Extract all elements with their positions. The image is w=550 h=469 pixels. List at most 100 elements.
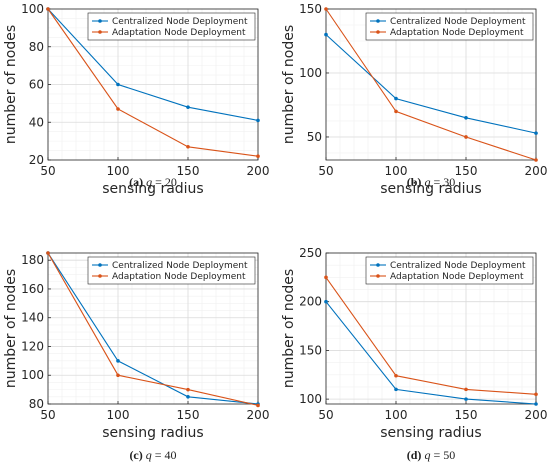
legend-label: Adaptation Node Deployment <box>112 272 246 282</box>
y-tick-label: 50 <box>307 130 322 144</box>
x-tick-label: 100 <box>107 408 130 422</box>
y-axis-label: number of nodes <box>281 269 297 388</box>
data-point <box>394 373 398 378</box>
x-tick-label: 100 <box>385 408 408 422</box>
data-point <box>534 131 538 135</box>
axes-box <box>325 252 537 405</box>
y-tick-label: 80 <box>29 40 44 54</box>
legend-swatch-marker <box>376 274 380 278</box>
data-point <box>394 96 398 101</box>
caption-value: = 30 <box>430 175 455 189</box>
data-point <box>186 387 190 392</box>
x-tick-label: 150 <box>455 408 478 422</box>
y-tick-label: 150 <box>299 343 322 357</box>
x-axis-label: sensing radius <box>102 425 203 441</box>
caption-tag: (c) <box>129 448 142 462</box>
y-tick-label: 100 <box>299 66 322 80</box>
y-tick-label: 100 <box>21 2 44 16</box>
x-tick-label: 200 <box>247 408 270 422</box>
legend-label: Adaptation Node Deployment <box>390 28 524 38</box>
caption-variable: q <box>146 448 152 462</box>
series-line-2 <box>325 8 537 161</box>
data-point <box>394 109 398 114</box>
y-axis-label: number of nodes <box>281 25 297 144</box>
legend-box <box>87 12 256 41</box>
data-point <box>464 387 468 392</box>
caption-value: = 20 <box>152 175 177 189</box>
legend-swatch-marker <box>376 263 380 267</box>
chart-panel-1: 50 100 150 200 20 40 60 80 100 sensing radius numb… <box>3 2 269 197</box>
y-tick-label: 250 <box>299 246 322 260</box>
legend-label: Centralized Node Deployment <box>112 17 248 27</box>
data-point <box>256 118 260 123</box>
x-tick-label: 200 <box>247 164 270 178</box>
y-tick-label: 60 <box>29 78 44 92</box>
y-tick-label: 200 <box>299 295 322 309</box>
y-tick-label: 80 <box>29 397 44 411</box>
y-tick-label: 20 <box>29 153 44 167</box>
data-point <box>324 7 328 11</box>
x-tick-label: 150 <box>177 408 200 422</box>
data-point <box>186 105 190 109</box>
data-point <box>464 135 468 139</box>
chart-panel-3: 50 100 150 200 80 100 120 140 160 180 sensing radi… <box>3 251 269 462</box>
x-tick-label: 200 <box>525 408 548 422</box>
caption-variable: q <box>146 175 152 189</box>
y-tick-label: 150 <box>299 2 322 16</box>
data-point <box>394 387 398 392</box>
data-point <box>46 251 50 255</box>
legend-box <box>365 12 534 41</box>
subfigure-caption: (a) q = 20 <box>129 175 177 189</box>
series-line-1 <box>325 301 537 405</box>
legend-box <box>365 256 534 285</box>
x-tick-label: 150 <box>177 164 200 178</box>
y-axis-label: number of nodes <box>3 269 19 388</box>
series-line-2 <box>47 252 259 406</box>
series-line-2 <box>325 277 537 395</box>
data-point <box>464 397 468 401</box>
data-point <box>534 158 538 162</box>
series-line-1 <box>47 252 259 405</box>
legend-label: Centralized Node Deployment <box>390 17 526 27</box>
data-point <box>116 82 120 87</box>
y-axis-label: number of nodes <box>3 25 19 144</box>
grid <box>47 252 259 405</box>
legend-label: Adaptation Node Deployment <box>390 272 524 282</box>
x-tick-label: 50 <box>318 164 333 178</box>
legend-swatch-marker <box>98 274 102 278</box>
data-point <box>324 275 328 280</box>
y-tick-label: 100 <box>21 368 44 382</box>
legend-label: Centralized Node Deployment <box>112 261 248 271</box>
chart-panel-2: 50 100 150 200 50 100 150 sensing radius number … <box>281 2 547 197</box>
x-tick-label: 50 <box>40 164 55 178</box>
legend-swatch-marker <box>376 19 380 23</box>
x-tick-label: 150 <box>455 164 478 178</box>
data-point <box>534 392 538 397</box>
legend-swatch-marker <box>98 263 102 267</box>
y-tick-label: 40 <box>29 115 44 129</box>
data-point <box>116 359 120 363</box>
data-point <box>186 395 190 399</box>
x-axis-label: sensing radius <box>380 181 481 197</box>
x-axis-label: sensing radius <box>102 181 203 197</box>
y-tick-label: 100 <box>299 392 322 406</box>
data-point <box>116 107 120 111</box>
legend-label: Adaptation Node Deployment <box>112 28 246 38</box>
data-point <box>46 7 50 11</box>
series-line-1 <box>47 8 259 121</box>
data-point <box>186 144 190 149</box>
caption-tag: (b) <box>407 175 422 189</box>
data-point <box>324 299 328 304</box>
x-tick-label: 50 <box>318 408 333 422</box>
y-tick-label: 180 <box>21 253 44 267</box>
legend-swatch-marker <box>98 19 102 23</box>
axes-box <box>47 252 259 405</box>
series-line-2 <box>47 8 259 157</box>
legend-box <box>87 256 256 285</box>
legend-swatch-marker <box>98 30 102 34</box>
legend-swatch-marker <box>376 30 380 34</box>
